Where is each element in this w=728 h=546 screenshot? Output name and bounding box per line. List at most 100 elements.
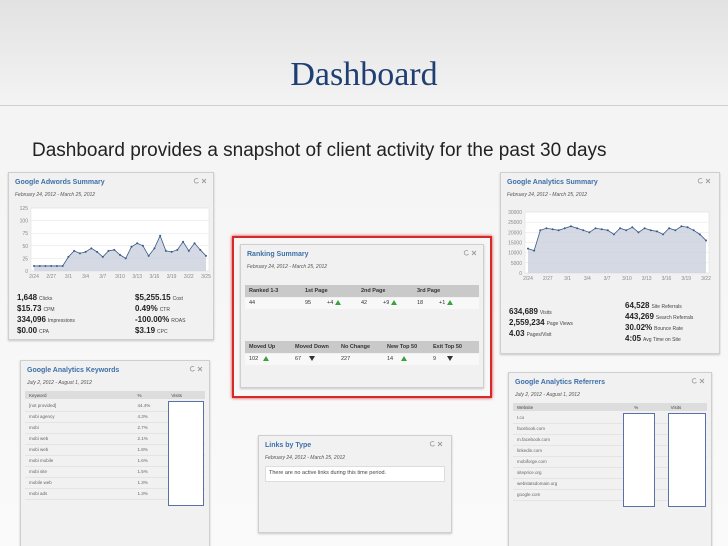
widget: Google Analytics Keywords July 2, 2012 - …: [20, 360, 210, 546]
arrow-up: [391, 300, 397, 305]
table-cell: 95: [305, 300, 312, 306]
message-bg: [265, 466, 445, 482]
trend-arrow: [309, 356, 315, 361]
row-divider: [25, 433, 205, 434]
widget-title: Google Analytics Keywords: [27, 367, 120, 374]
trend-arrow: [401, 356, 407, 361]
stat-value: 443,269: [625, 312, 654, 321]
point: [205, 254, 207, 257]
stat-label: CPC: [157, 329, 168, 335]
row-divider: [513, 478, 707, 479]
y-tick-label: 0: [25, 269, 28, 275]
close-icon: [471, 250, 477, 256]
x-tick-label: 3/7: [99, 274, 106, 280]
widget-controls[interactable]: [189, 366, 203, 372]
point: [90, 247, 93, 250]
table-header: 1st Page: [305, 288, 328, 294]
x-tick-label: 3/22: [184, 274, 194, 280]
y-tick-label: 30000: [508, 210, 522, 216]
stat-label: Pages/Visit: [526, 332, 552, 338]
point: [563, 227, 566, 230]
stat-value: 64,528: [625, 301, 650, 310]
y-tick-label: 15000: [508, 241, 522, 247]
point: [643, 227, 646, 230]
point: [193, 242, 196, 245]
row-divider: [513, 434, 707, 435]
trend-arrow: [263, 356, 269, 361]
stat: 334,096 Impressions: [17, 309, 75, 327]
point: [557, 229, 560, 232]
trend-arrow: [335, 300, 341, 305]
table-header: No Change: [341, 344, 371, 350]
percent: 2.1%: [137, 436, 148, 441]
table-header-bg: [245, 341, 479, 353]
widget-title: Ranking Summary: [247, 251, 309, 258]
close-icon: [201, 178, 207, 184]
point: [50, 264, 53, 267]
refresh-icon: [691, 378, 697, 384]
title-rule: [0, 105, 728, 106]
y-tick-label: 5000: [511, 261, 522, 267]
stat: 64,528 Site Referrals: [625, 295, 682, 313]
point: [67, 255, 70, 258]
line-chart: 0 25 50 75 100 125 2/24 2/27 3/1 3/4 3/7 3/10 3/13 3/…: [20, 206, 211, 280]
keyword: [not provided]: [29, 403, 57, 408]
stat-label: Site Referrals: [651, 304, 682, 310]
table-cell: 42: [361, 300, 368, 306]
widget-title: Google Analytics Summary: [507, 179, 598, 186]
stat: $15.73 CPM: [17, 298, 55, 316]
widget-date: February 24, 2012 - March 25, 2012: [247, 264, 328, 270]
x-tick-label: 3/16: [662, 276, 672, 282]
y-tick-label: 25: [22, 256, 28, 262]
trend-arrow: [447, 356, 453, 361]
stat-label: Clicks: [39, 296, 53, 302]
widget-controls[interactable]: [429, 441, 443, 447]
website: m.facebook.com: [517, 437, 551, 442]
table-header-bg: [245, 285, 479, 297]
stat-value: $5,255.15: [135, 293, 171, 302]
website: google.com: [517, 492, 541, 497]
widget-controls[interactable]: [193, 178, 207, 184]
trend-arrow: [447, 300, 453, 305]
stat: 634,689 Visits: [509, 301, 552, 319]
refresh-icon: [697, 178, 703, 184]
stat: -100.00% ROAS: [135, 309, 185, 327]
point: [33, 264, 35, 267]
line-chart: 0 5000 10000 15000 20000 25000 30000 2/24 2/27 3/…: [508, 210, 711, 282]
stat-label: Impressions: [47, 318, 75, 324]
point: [619, 227, 622, 230]
y-tick-label: 20000: [508, 230, 522, 236]
website: mobiforge.com: [517, 459, 547, 464]
x-tick-label: 2/24: [523, 276, 533, 282]
arrow-down: [309, 356, 315, 361]
point: [73, 249, 76, 252]
widget-date: July 2, 2012 - August 1, 2012: [27, 380, 92, 386]
x-tick-label: 3/4: [82, 274, 89, 280]
point: [600, 228, 603, 231]
keyword: mobi: [29, 425, 39, 430]
x-tick-label: 2/24: [29, 274, 39, 280]
widget-controls[interactable]: [697, 178, 711, 184]
stat-value: $3.19: [135, 326, 156, 335]
widget-controls[interactable]: [463, 250, 477, 256]
point: [631, 226, 634, 229]
arrow-up: [447, 300, 453, 305]
stat-value: 0.49%: [135, 304, 158, 313]
y-tick-label: 25000: [508, 220, 522, 226]
widget-date: February 24, 2012 - March 25, 2012: [15, 192, 96, 198]
widget-controls[interactable]: [691, 378, 705, 384]
row-divider: [513, 467, 707, 468]
row-divider: [25, 477, 205, 478]
percent: 1.5%: [137, 469, 148, 474]
table-header: 2nd Page: [361, 288, 386, 294]
stat: 4.03 Pages/Visit: [509, 323, 552, 341]
y-tick-label: 10000: [508, 251, 522, 257]
table-cell: 44: [249, 300, 256, 306]
table-header: Ranked 1-3: [249, 288, 279, 294]
table-header: Visits: [171, 393, 183, 398]
stat: $3.19 CPC: [135, 320, 168, 338]
table-header: Exit Top 50: [433, 344, 462, 350]
point: [182, 240, 185, 243]
website: facebook.com: [517, 426, 546, 431]
stat-value: 334,096: [17, 315, 46, 324]
